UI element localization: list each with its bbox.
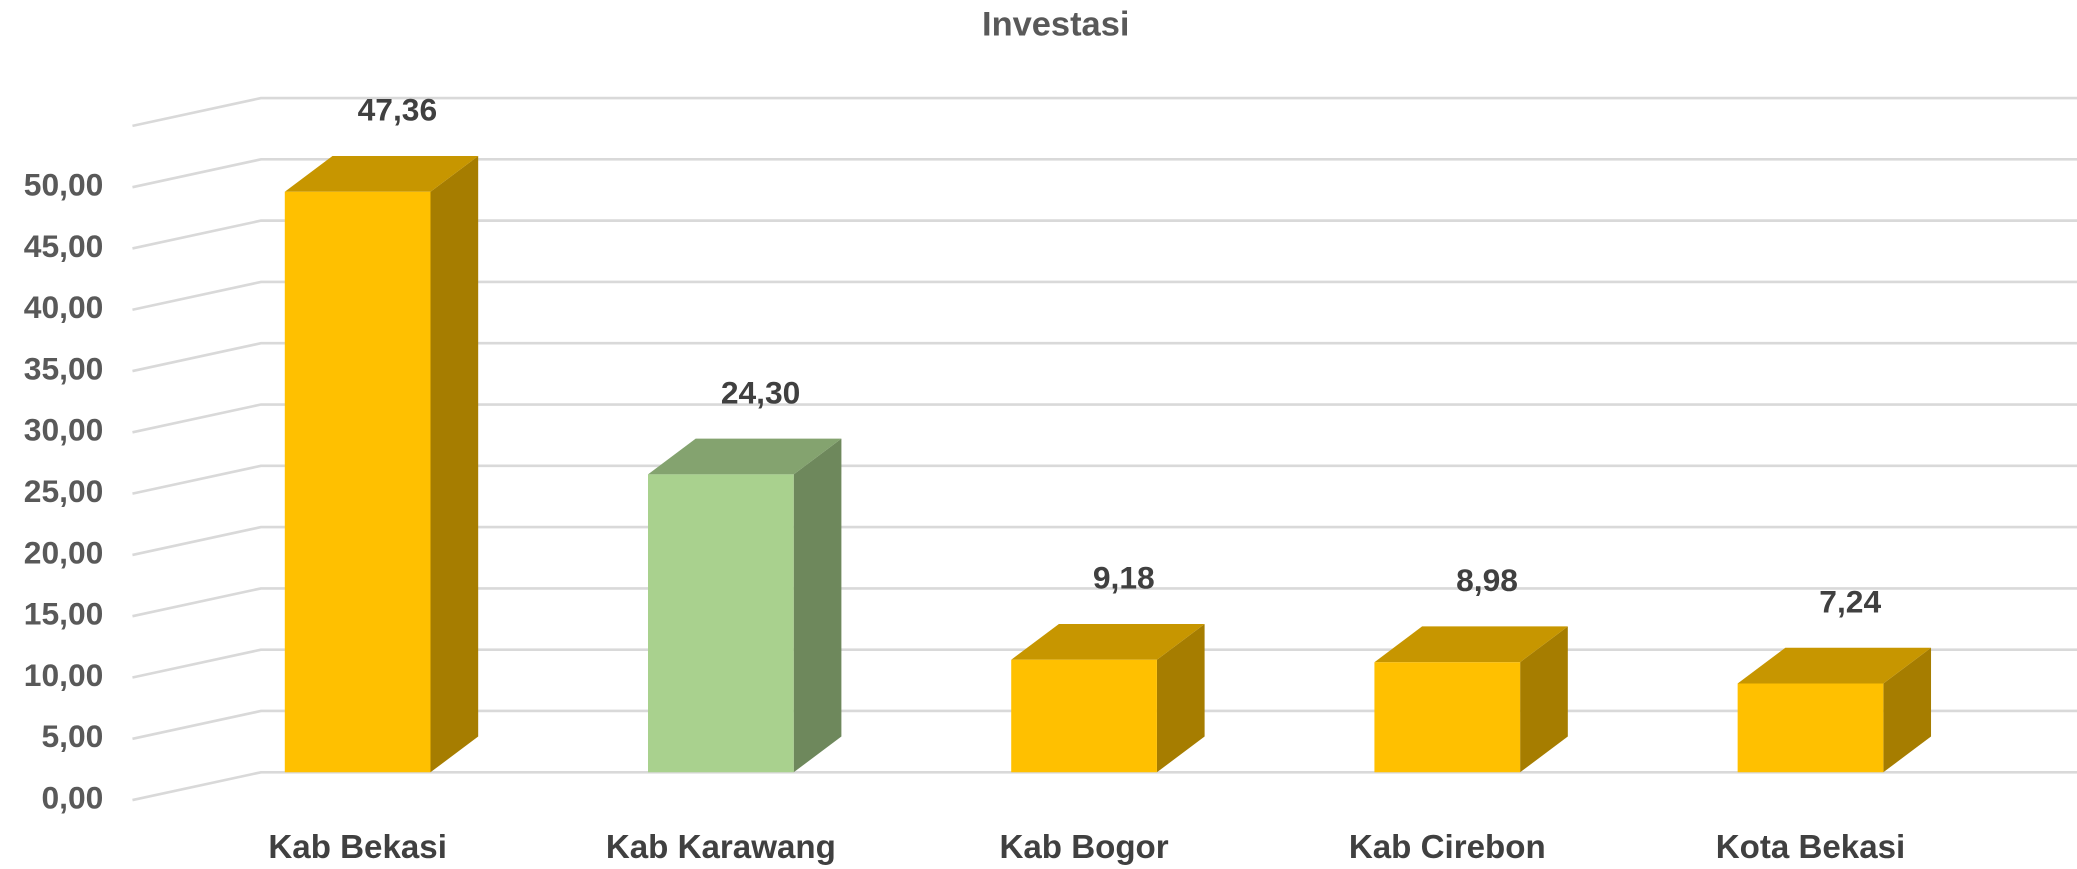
bar-front bbox=[1011, 659, 1157, 773]
x-tick-label: Kota Bekasi bbox=[1716, 829, 1906, 866]
bar-front bbox=[648, 474, 794, 773]
grid-line bbox=[132, 280, 2077, 312]
y-tick-label: 40,00 bbox=[24, 289, 104, 325]
x-tick-label: Kab Bogor bbox=[999, 829, 1168, 866]
y-tick-label: 45,00 bbox=[24, 228, 104, 264]
bar-top bbox=[1737, 647, 1932, 684]
bar bbox=[1011, 623, 1205, 773]
y-tick-label: 50,00 bbox=[24, 167, 104, 203]
data-label: 47,36 bbox=[358, 92, 438, 128]
bar-front bbox=[1737, 683, 1884, 773]
bar bbox=[648, 438, 842, 773]
bar-front bbox=[1374, 662, 1521, 773]
data-label: 8,98 bbox=[1456, 562, 1518, 598]
grid-line bbox=[132, 219, 2077, 250]
bar-side bbox=[793, 438, 842, 773]
bar-top bbox=[1011, 623, 1205, 660]
y-tick-label: 20,00 bbox=[24, 534, 104, 570]
y-tick-label: 0,00 bbox=[41, 779, 103, 815]
bar-side bbox=[1520, 626, 1568, 773]
bar-side bbox=[1156, 623, 1205, 773]
bar-side bbox=[1883, 647, 1932, 773]
bar-top bbox=[284, 155, 479, 192]
grid-line bbox=[132, 525, 2077, 557]
grid-line bbox=[132, 464, 2077, 495]
grid-line bbox=[132, 341, 2077, 373]
y-tick-label: 15,00 bbox=[24, 596, 104, 632]
y-tick-label: 35,00 bbox=[24, 350, 104, 386]
grid-line bbox=[132, 587, 2077, 618]
y-tick-label: 25,00 bbox=[24, 473, 104, 509]
y-tick-label: 5,00 bbox=[41, 718, 103, 754]
bar bbox=[1737, 647, 1932, 773]
x-tick-label: Kab Cirebon bbox=[1349, 829, 1546, 866]
bar bbox=[1374, 626, 1568, 773]
x-tick-label: Kab Bekasi bbox=[268, 829, 447, 866]
grid-line bbox=[132, 403, 2077, 434]
grid-line bbox=[132, 158, 2077, 189]
bar-top bbox=[1374, 626, 1568, 663]
chart-title: Investasi bbox=[982, 6, 1129, 44]
x-tick-label: Kab Karawang bbox=[606, 829, 836, 866]
grid-line bbox=[132, 770, 2077, 802]
bar-side bbox=[430, 155, 479, 773]
bar-front bbox=[284, 191, 431, 773]
y-tick-label: 10,00 bbox=[24, 657, 104, 693]
data-label: 7,24 bbox=[1819, 583, 1881, 619]
y-tick-label: 30,00 bbox=[24, 412, 104, 448]
wall-edge bbox=[132, 96, 2077, 128]
bar-top bbox=[648, 438, 842, 475]
bar bbox=[284, 155, 479, 773]
data-label: 24,30 bbox=[721, 374, 801, 410]
data-label: 9,18 bbox=[1093, 560, 1155, 596]
